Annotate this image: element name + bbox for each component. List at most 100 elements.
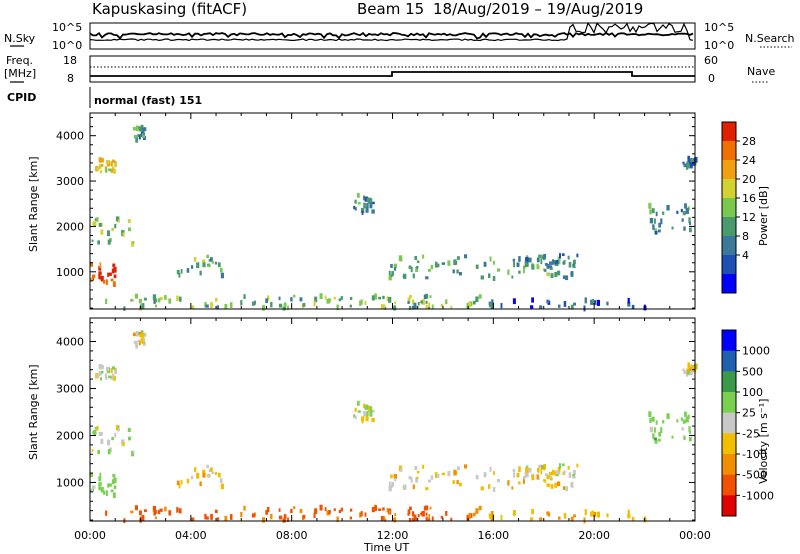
power-cell <box>557 256 561 262</box>
velocity-colorbar-label: 1000 <box>742 345 770 358</box>
velocity-cell <box>370 406 373 412</box>
velocity-cell <box>314 508 318 514</box>
power-cell <box>134 293 138 299</box>
velocity-cell <box>152 505 157 512</box>
velocity-cell <box>496 479 501 483</box>
power-cell <box>141 127 145 132</box>
velocity-cell <box>413 514 417 521</box>
velocity-colorbar-segment <box>722 495 736 517</box>
velocity-cell <box>207 475 211 478</box>
velocity-cell <box>371 417 375 423</box>
power-cell <box>328 298 331 303</box>
power-cell <box>230 302 233 308</box>
velocity-cell <box>671 435 674 439</box>
power-colorbar-label: 8 <box>742 230 749 243</box>
velocity-cell <box>436 474 440 478</box>
power-colorbar: 28 24 20 16 12 8 4 <box>721 121 756 294</box>
power-cell <box>394 301 397 305</box>
power-cell <box>114 162 117 168</box>
velocity-cell <box>117 428 120 432</box>
velocity-cell <box>386 508 389 513</box>
power-cell <box>557 270 561 276</box>
velocity-cell <box>157 510 161 515</box>
velocity-cell <box>138 340 141 346</box>
power-cell <box>428 302 431 308</box>
power-cell <box>117 219 120 223</box>
velocity-cell <box>552 469 554 476</box>
velocity-cell <box>93 430 97 435</box>
power-cell <box>435 261 438 268</box>
velocity-cell <box>690 367 694 372</box>
velocity-cell <box>313 512 316 518</box>
power-cell <box>464 254 468 259</box>
velocity-cell <box>445 511 448 516</box>
velocity-cell <box>653 437 657 441</box>
power-cell <box>340 296 343 300</box>
power-cell <box>689 160 692 166</box>
velocity-panel <box>89 317 696 522</box>
y-tick-label: 4000 <box>56 335 84 348</box>
power-cell <box>562 253 565 256</box>
velocity-cell <box>416 476 419 480</box>
power-cell <box>207 264 211 268</box>
power-ylabel: Slant Range [km] <box>27 156 40 252</box>
nsky-panel <box>89 22 696 50</box>
velocity-cell <box>530 517 534 521</box>
x-tick-label: 20:00 <box>578 529 610 542</box>
power-cell <box>133 134 138 139</box>
velocity-cell <box>513 472 515 478</box>
velocity-cell <box>290 508 293 514</box>
power-cell <box>110 168 114 173</box>
velocity-cell <box>417 513 420 518</box>
power-cell <box>684 203 687 209</box>
velocity-cell <box>134 505 138 511</box>
power-colorbar-label: 28 <box>742 135 756 148</box>
power-cell <box>98 271 102 276</box>
velocity-cell <box>108 483 112 487</box>
power-cell <box>157 298 161 303</box>
power-cell <box>425 304 428 310</box>
power-cell <box>468 301 471 308</box>
power-cell <box>313 300 316 307</box>
velocity-cell <box>606 513 609 518</box>
nave-tick-top: 60 <box>704 54 718 67</box>
power-cell <box>410 266 413 273</box>
velocity-colorbar-segment <box>722 454 736 476</box>
power-cell <box>359 300 362 306</box>
velocity-cell <box>407 512 410 516</box>
velocity-cell <box>380 516 384 522</box>
velocity-cell <box>500 514 503 521</box>
power-cell <box>453 259 457 266</box>
x-tick-label: 16:00 <box>477 529 509 542</box>
power-cell <box>302 303 306 307</box>
power-cell <box>473 300 476 305</box>
velocity-colorbar-label: Velocity [m s⁻¹] <box>757 399 770 484</box>
velocity-cell <box>178 483 181 489</box>
power-cell <box>388 298 391 303</box>
power-cell <box>364 300 367 305</box>
velocity-cell <box>431 516 434 522</box>
power-cell <box>98 163 102 169</box>
nsearch-trace <box>89 21 694 42</box>
power-cell <box>690 163 693 169</box>
power-cell <box>649 217 654 224</box>
velocity-cell <box>425 505 429 511</box>
velocity-cell <box>683 370 687 375</box>
power-cell <box>224 304 228 310</box>
power-cell <box>132 127 136 131</box>
velocity-cell <box>408 518 412 522</box>
power-cell <box>191 265 194 269</box>
velocity-cell <box>287 517 289 522</box>
velocity-cell <box>421 511 425 517</box>
power-panel <box>89 112 696 310</box>
velocity-cell <box>107 449 111 455</box>
velocity-cell <box>572 474 576 478</box>
power-cell <box>370 198 373 204</box>
power-cell <box>367 197 371 204</box>
velocity-cell <box>106 366 110 372</box>
velocity-cell <box>240 511 243 518</box>
velocity-cell <box>176 507 179 513</box>
power-cell <box>112 281 116 287</box>
power-cell <box>420 300 423 304</box>
velocity-cell <box>110 368 113 374</box>
